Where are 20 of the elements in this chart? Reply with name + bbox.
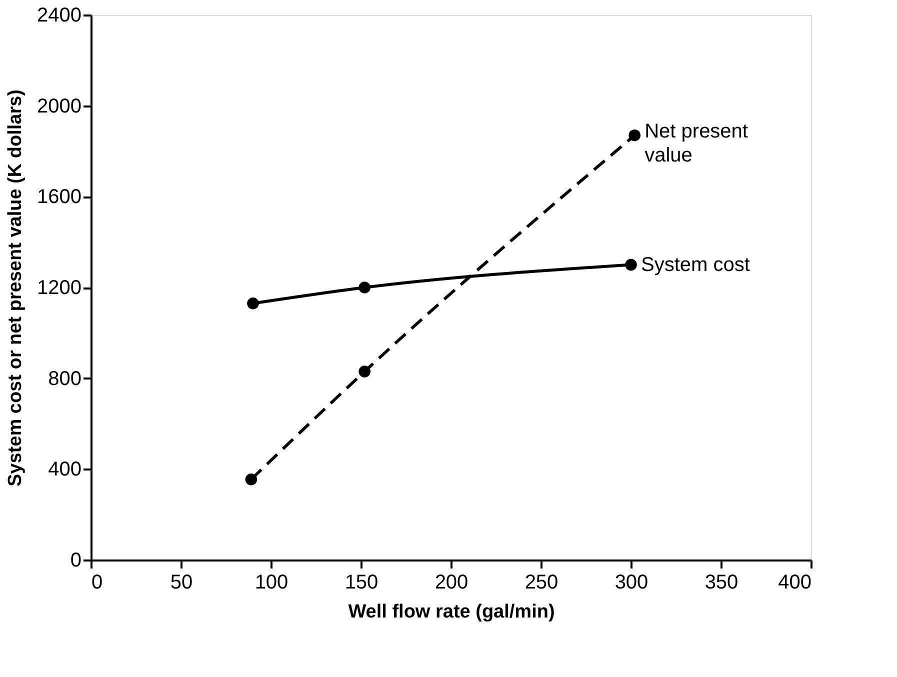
- y-tick-label: 400: [48, 458, 82, 481]
- series-label: System cost: [641, 254, 750, 276]
- x-tick-label: 100: [254, 572, 288, 594]
- x-tick-label: 250: [524, 572, 558, 594]
- y-tick-label: 2400: [37, 4, 82, 26]
- y-tick-label: 800: [48, 368, 82, 390]
- x-tick-label: 0: [92, 572, 103, 594]
- y-tick-label: 2000: [37, 95, 82, 118]
- y-tick-label: 1200: [37, 277, 82, 299]
- x-tick-label: 200: [434, 572, 468, 594]
- x-tick-label: 350: [704, 572, 738, 594]
- y-tick-label: 0: [70, 550, 82, 572]
- x-tick-label: 150: [344, 572, 378, 594]
- series-label: Net present value: [644, 120, 748, 166]
- x-tick-label: 300: [614, 572, 648, 594]
- x-axis-title: Well flow rate (gal/min): [348, 602, 555, 622]
- x-tick-label: 50: [170, 572, 193, 594]
- y-axis-title: System cost or net present value (K dollars): [5, 89, 26, 487]
- x-tick-label: 400: [778, 572, 812, 594]
- y-tick-label: 1600: [37, 186, 82, 208]
